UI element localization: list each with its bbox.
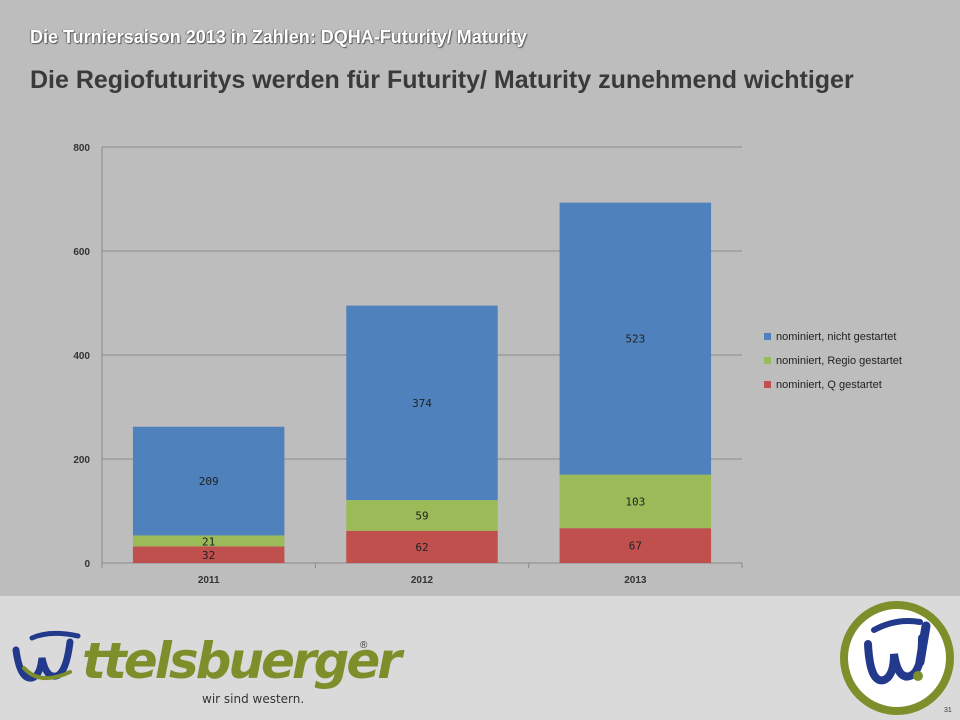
x-tick-label: 2012 (411, 575, 434, 586)
bar-segment (346, 530, 498, 563)
bar-segment (132, 426, 285, 536)
company-logo: ttelsbuerger ® wir sind western. (10, 626, 402, 710)
bar-segment (346, 500, 498, 531)
logo-registered-mark: ® (360, 640, 368, 651)
bar-segment (559, 474, 712, 529)
data-label: 59 (415, 509, 428, 522)
slide-headline: Die Regiofuturitys werden für Futurity/ … (30, 66, 854, 94)
data-label: 62 (415, 541, 428, 554)
legend-swatch (764, 381, 771, 388)
logo-tagline: wir sind western. (202, 692, 305, 706)
emblem-logo-icon (840, 601, 954, 715)
bar-segment (132, 535, 285, 547)
data-label: 209 (199, 475, 219, 488)
y-tick-label: 0 (84, 559, 90, 570)
legend-label: nominiert, nicht gestartet (776, 331, 896, 343)
x-tick-label: 2011 (198, 575, 220, 586)
y-tick-label: 600 (73, 247, 90, 258)
slide-header-title: Die Turniersaison 2013 in Zahlen: DQHA-F… (30, 27, 527, 47)
y-tick-label: 800 (73, 143, 90, 154)
x-tick-label: 2013 (624, 575, 647, 586)
legend-label: nominiert, Q gestartet (776, 379, 882, 391)
page-number: 31 (944, 707, 952, 714)
legend-swatch (764, 357, 771, 364)
y-tick-label: 200 (73, 455, 90, 466)
slide-footer-area (0, 596, 960, 720)
logo-wordmark: ttelsbuerger (82, 632, 402, 690)
data-label: 32 (202, 549, 215, 562)
data-label: 374 (412, 397, 432, 410)
bar-segment (559, 528, 712, 563)
legend-swatch (764, 333, 771, 340)
data-label: 523 (625, 333, 645, 346)
legend-label: nominiert, Regio gestartet (776, 355, 902, 367)
y-tick-label: 400 (73, 351, 90, 362)
logo-w-icon (12, 630, 81, 682)
data-label: 67 (629, 540, 642, 553)
bar-segment (132, 546, 285, 563)
data-label: 103 (625, 495, 645, 508)
bar-segment (559, 202, 712, 475)
bar-segment (346, 305, 498, 501)
data-label: 21 (202, 535, 215, 548)
